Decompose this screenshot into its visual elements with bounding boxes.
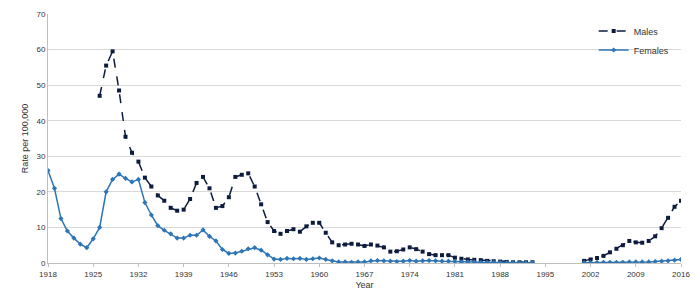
svg-text:30: 30 [36, 152, 45, 161]
svg-text:2016: 2016 [672, 270, 690, 279]
svg-text:Year: Year [355, 280, 373, 290]
svg-text:10: 10 [36, 223, 45, 232]
svg-text:Rate per 100,000: Rate per 100,000 [20, 104, 30, 174]
svg-text:1946: 1946 [220, 270, 238, 279]
svg-text:1932: 1932 [130, 270, 148, 279]
svg-text:Males: Males [634, 27, 659, 37]
svg-text:0: 0 [41, 259, 46, 268]
svg-text:60: 60 [36, 45, 45, 54]
svg-text:2009: 2009 [627, 270, 645, 279]
svg-text:1981: 1981 [446, 270, 464, 279]
svg-text:1988: 1988 [491, 270, 509, 279]
svg-text:2002: 2002 [582, 270, 600, 279]
svg-text:1925: 1925 [84, 270, 102, 279]
svg-text:70: 70 [36, 10, 45, 19]
svg-text:1995: 1995 [536, 270, 554, 279]
svg-text:1960: 1960 [310, 270, 328, 279]
svg-text:40: 40 [36, 117, 45, 126]
svg-text:1918: 1918 [39, 270, 57, 279]
svg-text:20: 20 [36, 188, 45, 197]
svg-text:Females: Females [634, 46, 669, 56]
svg-text:1953: 1953 [265, 270, 283, 279]
svg-text:1939: 1939 [175, 270, 193, 279]
svg-text:1967: 1967 [356, 270, 374, 279]
svg-text:50: 50 [36, 81, 45, 90]
svg-text:1974: 1974 [401, 270, 419, 279]
